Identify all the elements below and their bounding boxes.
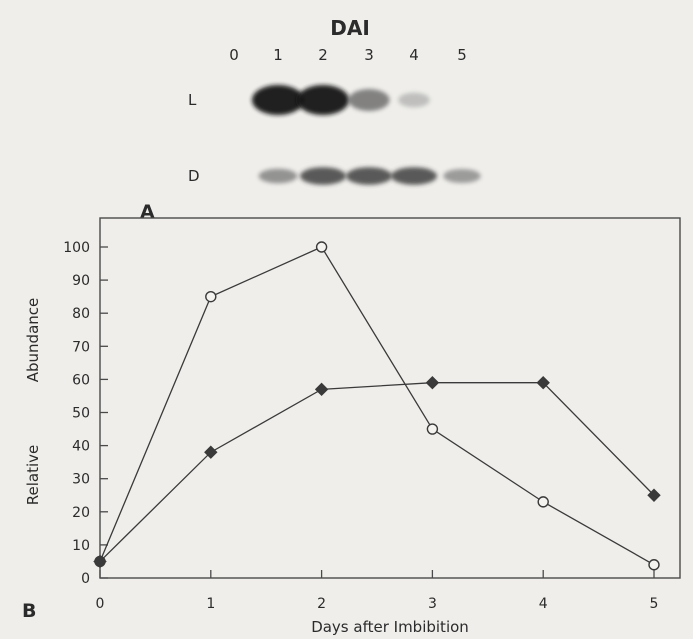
blot-lane-labels: 0 1 2 3 4 5 [229,46,467,64]
blot-lane-label: 5 [457,46,467,64]
blot-band [391,167,437,185]
panel-letter-b: B [22,600,36,622]
blot-lane-label: 2 [318,46,328,64]
blot-lane-label: 1 [273,46,283,64]
blot-band [443,169,481,183]
y-tick-label: 0 [81,571,90,587]
y-tick-label: 50 [72,406,90,422]
y-axis-title-word1: Relative [24,445,42,506]
y-tick-label: 10 [72,538,90,554]
y-axis-title-word2: Abundance [24,298,42,383]
x-axis-title: Days after Imbibition [311,618,469,636]
y-tick-label: 30 [72,472,90,488]
panel-letter-a: A [140,201,155,223]
blot-row-label: L [188,91,197,109]
data-point-open-circle [537,496,549,508]
blot-band [398,92,430,108]
blot-band [258,168,298,184]
plot-frame [99,217,681,579]
series-layer [93,241,661,571]
series-line-2 [99,382,655,562]
blot-band [297,85,349,115]
data-point-open-circle [648,559,660,571]
y-tick-label: 40 [72,439,90,455]
data-point-filled-diamond [204,445,218,459]
data-point-filled-diamond [93,554,107,569]
blot-lane-label: 3 [364,46,374,64]
y-tick-label: 80 [72,306,90,322]
data-point-open-circle [315,241,328,253]
blot-band [252,85,304,115]
x-tick-label: 1 [206,596,215,612]
blot-band [348,89,390,111]
data-point-filled-diamond [314,382,329,397]
x-axis: 0 1 2 3 4 5 [96,570,659,612]
blot-row-labels: LD [188,91,200,185]
y-tick-label: 60 [72,372,90,388]
data-point-open-circle [205,290,217,303]
y-tick-label: 100 [63,240,90,256]
x-tick-label: 3 [428,596,437,612]
blot-lane-label: 4 [409,46,419,64]
data-point-open-circle [426,423,439,435]
blot-lane-label: 0 [229,46,239,64]
x-tick-label: 0 [96,596,105,612]
y-tick-label: 20 [72,505,90,521]
blot-bands [252,85,481,185]
x-tick-label: 5 [650,596,659,612]
x-tick-label: 2 [317,596,326,612]
series-line-1 [99,246,655,566]
y-axis: 0 10 20 30 40 50 60 70 80 90 100 [63,240,108,587]
data-point-filled-diamond [536,376,550,390]
data-point-filled-diamond [647,488,661,502]
blot-band [300,167,346,185]
data-point-filled-diamond [425,376,440,390]
y-tick-label: 70 [72,339,90,355]
blot-header: DAI [330,16,370,40]
x-tick-label: 4 [539,596,548,612]
blot-row-label: D [188,167,200,185]
y-tick-label: 90 [72,273,90,289]
blot-band [346,167,392,185]
